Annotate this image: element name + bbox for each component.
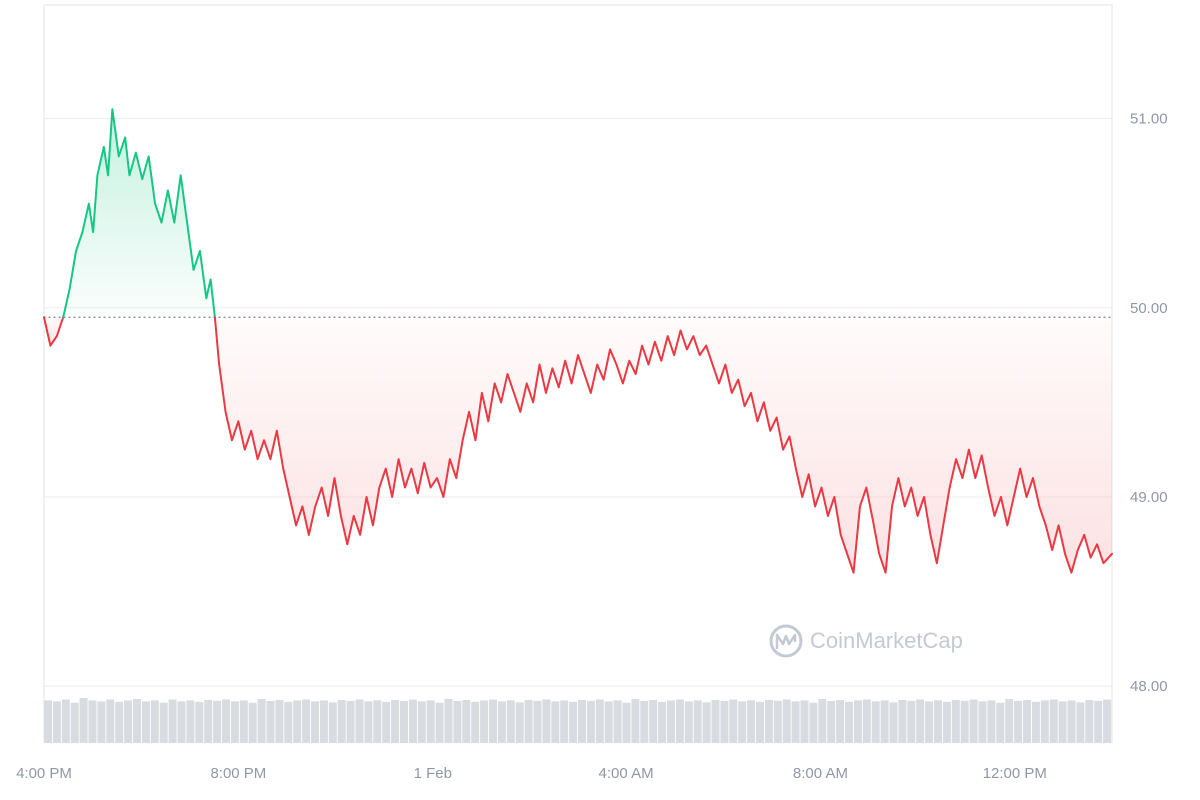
chart-svg: CoinMarketCap 48.00 49.00 50.00 51.00 4:00 PM… (0, 0, 1200, 800)
volume-bars (44, 698, 1111, 743)
watermark: CoinMarketCap (771, 626, 963, 656)
x-axis-label: 12:00 PM (983, 765, 1047, 782)
x-axis-label: 1 Feb (414, 765, 452, 782)
y-axis-label: 50.00 (1130, 300, 1168, 317)
price-chart[interactable]: CoinMarketCap 48.00 49.00 50.00 51.00 4:00 PM… (0, 0, 1200, 800)
x-axis-label: 4:00 AM (599, 765, 654, 782)
y-axis-label: 49.00 (1130, 489, 1168, 506)
watermark-text: CoinMarketCap (810, 628, 963, 653)
y-axis-label: 51.00 (1130, 111, 1168, 128)
x-axis-label: 4:00 PM (16, 765, 72, 782)
x-axis-label: 8:00 AM (793, 765, 848, 782)
x-axis-label: 8:00 PM (210, 765, 266, 782)
y-axis-label: 48.00 (1130, 678, 1168, 695)
